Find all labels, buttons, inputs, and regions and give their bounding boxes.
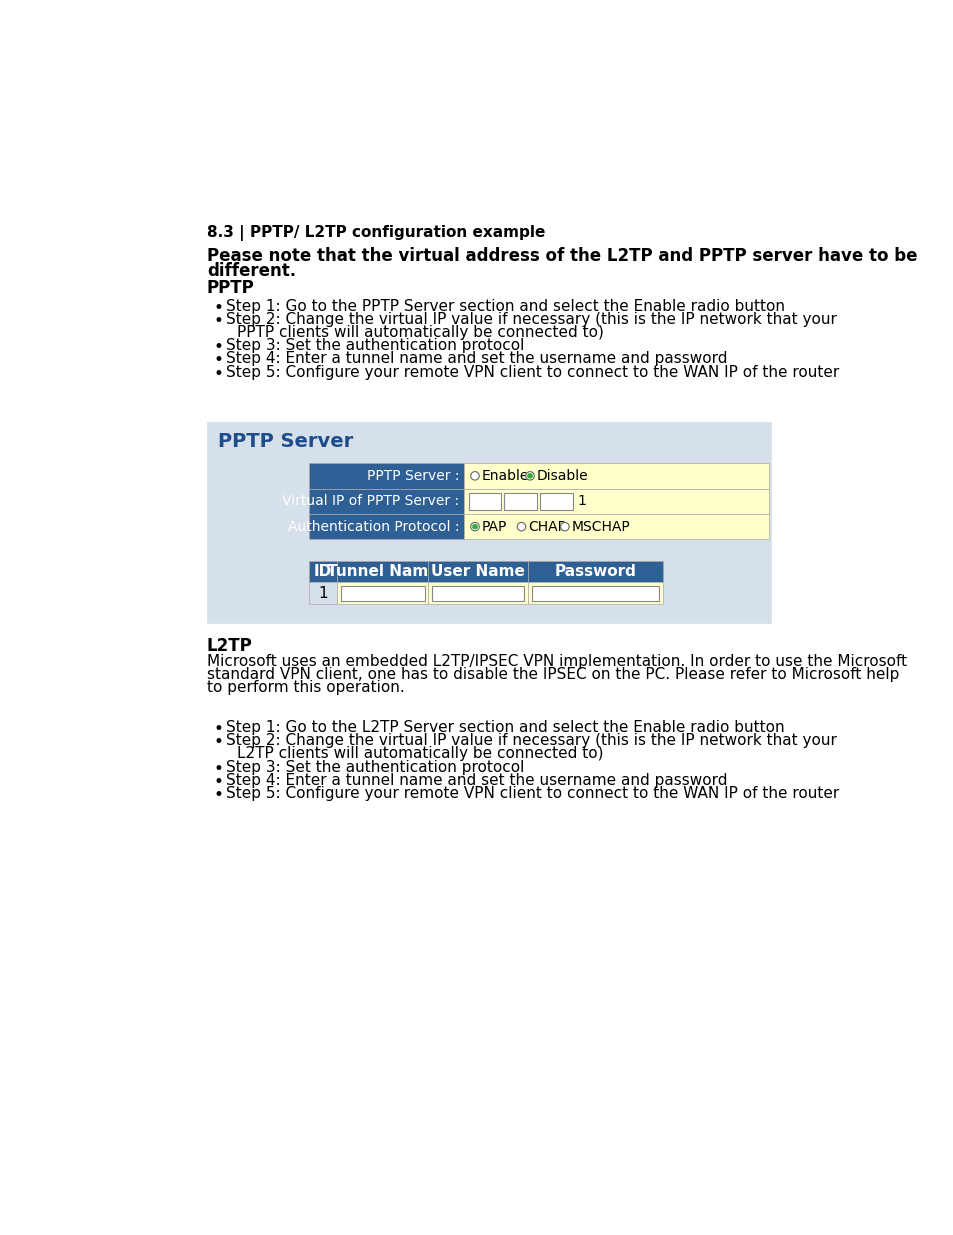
Text: standard VPN client, one has to disable the IPSEC on the PC. Please refer to Mic: standard VPN client, one has to disable … bbox=[207, 667, 899, 682]
Text: •: • bbox=[213, 785, 223, 804]
Bar bbox=[428, 583, 527, 604]
Text: •: • bbox=[213, 312, 223, 330]
Bar bbox=[468, 493, 500, 510]
Text: CHAP: CHAP bbox=[528, 520, 566, 534]
Text: Step 3: Set the authentication protocol: Step 3: Set the authentication protocol bbox=[226, 338, 524, 353]
Text: •: • bbox=[213, 760, 223, 778]
Text: •: • bbox=[213, 338, 223, 357]
Text: Password: Password bbox=[554, 564, 636, 579]
Text: 1: 1 bbox=[577, 494, 585, 509]
Text: •: • bbox=[213, 364, 223, 383]
Text: •: • bbox=[213, 773, 223, 790]
Bar bbox=[336, 583, 428, 604]
Text: PPTP clients will automatically be connected to): PPTP clients will automatically be conne… bbox=[236, 325, 603, 341]
Text: PAP: PAP bbox=[481, 520, 507, 534]
Text: Step 4: Enter a tunnel name and set the username and password: Step 4: Enter a tunnel name and set the … bbox=[226, 352, 727, 367]
Bar bbox=[432, 585, 523, 601]
Text: User Name: User Name bbox=[431, 564, 524, 579]
Bar bbox=[428, 561, 527, 583]
Bar bbox=[531, 585, 658, 601]
Bar bbox=[309, 514, 464, 540]
Text: 8.3 | PPTP/ L2TP configuration example: 8.3 | PPTP/ L2TP configuration example bbox=[207, 225, 544, 241]
Text: Step 1: Go to the PPTP Server section and select the Enable radio button: Step 1: Go to the PPTP Server section an… bbox=[226, 299, 784, 314]
Text: L2TP: L2TP bbox=[207, 637, 253, 655]
Text: •: • bbox=[213, 352, 223, 369]
Circle shape bbox=[517, 522, 525, 531]
Text: 0: 0 bbox=[542, 494, 552, 509]
Bar bbox=[527, 561, 661, 583]
Circle shape bbox=[560, 522, 569, 531]
Bar bbox=[539, 493, 572, 510]
Bar bbox=[464, 489, 768, 514]
Text: 0: 0 bbox=[507, 494, 516, 509]
Text: Step 2: Change the virtual IP value if necessary (this is the IP network that yo: Step 2: Change the virtual IP value if n… bbox=[226, 734, 836, 748]
Bar bbox=[309, 561, 336, 583]
Bar bbox=[207, 421, 770, 624]
Text: Step 2: Change the virtual IP value if necessary (this is the IP network that yo: Step 2: Change the virtual IP value if n… bbox=[226, 312, 836, 327]
Bar bbox=[464, 514, 768, 540]
Text: Step 5: Configure your remote VPN client to connect to the WAN IP of the router: Step 5: Configure your remote VPN client… bbox=[226, 785, 839, 800]
Text: Microsoft uses an embedded L2TP/IPSEC VPN implementation. In order to use the Mi: Microsoft uses an embedded L2TP/IPSEC VP… bbox=[207, 655, 906, 669]
Text: MSCHAP: MSCHAP bbox=[571, 520, 630, 534]
Text: PPTP: PPTP bbox=[207, 279, 254, 298]
Circle shape bbox=[470, 472, 478, 480]
Bar bbox=[527, 583, 661, 604]
Text: ID: ID bbox=[314, 564, 332, 579]
Text: •: • bbox=[213, 720, 223, 739]
Text: L2TP clients will automatically be connected to): L2TP clients will automatically be conne… bbox=[236, 746, 603, 762]
Text: Tunnel Name: Tunnel Name bbox=[327, 564, 438, 579]
Text: different.: different. bbox=[207, 262, 295, 280]
Bar bbox=[309, 583, 336, 604]
Circle shape bbox=[470, 522, 478, 531]
Text: Step 5: Configure your remote VPN client to connect to the WAN IP of the router: Step 5: Configure your remote VPN client… bbox=[226, 364, 839, 379]
Bar bbox=[336, 561, 428, 583]
Bar bbox=[340, 585, 424, 601]
Circle shape bbox=[525, 472, 534, 480]
Text: 1: 1 bbox=[318, 585, 328, 600]
Text: Pease note that the virtual address of the L2TP and PPTP server have to be: Pease note that the virtual address of t… bbox=[207, 247, 917, 264]
Text: Disable: Disable bbox=[536, 469, 587, 483]
Text: Enable: Enable bbox=[480, 469, 528, 483]
Bar bbox=[504, 493, 537, 510]
Text: to perform this operation.: to perform this operation. bbox=[207, 680, 404, 695]
Bar bbox=[309, 463, 464, 489]
Text: Step 3: Set the authentication protocol: Step 3: Set the authentication protocol bbox=[226, 760, 524, 774]
Circle shape bbox=[527, 473, 532, 478]
Text: Authentication Protocol :: Authentication Protocol : bbox=[288, 520, 459, 534]
Bar bbox=[309, 489, 464, 514]
Text: •: • bbox=[213, 299, 223, 317]
Text: PPTP Server: PPTP Server bbox=[217, 432, 353, 451]
Text: Step 1: Go to the L2TP Server section and select the Enable radio button: Step 1: Go to the L2TP Server section an… bbox=[226, 720, 784, 735]
Bar bbox=[464, 463, 768, 489]
Circle shape bbox=[472, 524, 476, 529]
Text: 10: 10 bbox=[472, 494, 489, 509]
Text: PPTP Server :: PPTP Server : bbox=[367, 469, 459, 483]
Text: Step 4: Enter a tunnel name and set the username and password: Step 4: Enter a tunnel name and set the … bbox=[226, 773, 727, 788]
Text: •: • bbox=[213, 734, 223, 751]
Text: Virtual IP of PPTP Server :: Virtual IP of PPTP Server : bbox=[282, 494, 459, 509]
